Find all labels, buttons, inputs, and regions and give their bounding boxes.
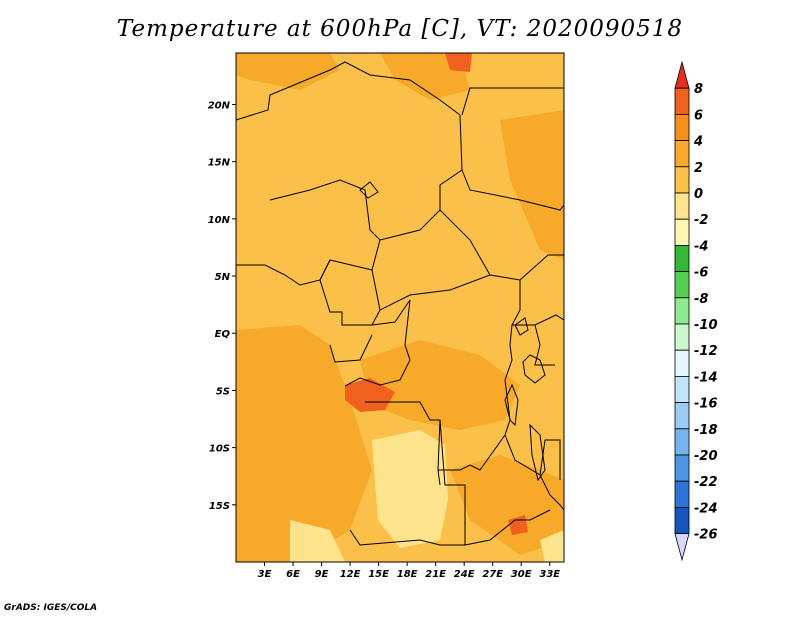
colorbar-label: -18: [694, 423, 718, 438]
colorbar-label: -8: [694, 292, 708, 307]
temperature-contour-hot-north: [445, 53, 472, 72]
temperature-contour-warm-southwest: [236, 325, 372, 562]
lon-tick-label: 9E: [315, 569, 329, 580]
colorbar-label: 6: [694, 108, 703, 123]
lakes: [359, 181, 546, 482]
colorbar-swatch: [674, 323, 690, 351]
colorbar-label: -24: [694, 501, 718, 516]
colorbar-label: -6: [694, 266, 708, 281]
colorbar-label: 2: [694, 161, 703, 176]
temperature-contour-cool-southwest: [290, 520, 345, 562]
temperature-contour-warm-north: [236, 53, 340, 90]
colorbar-swatch: [674, 271, 690, 299]
colorbar-swatch: [674, 87, 690, 115]
temperature-contour-warm-east: [500, 110, 564, 260]
lon-tick-label: 6E: [286, 569, 300, 580]
colorbar-swatch: [674, 218, 690, 246]
chart-title: Temperature at 600hPa [C], VT: 202009051…: [116, 16, 684, 42]
lat-tick-label: 10S: [209, 444, 230, 455]
lat-tick-label: EQ: [215, 329, 231, 340]
map-area[interactable]: [236, 53, 564, 562]
colorbar-swatch: [674, 297, 690, 325]
colorbar-swatch: [674, 428, 690, 456]
temperature-contour-warm-central: [360, 340, 520, 430]
colorbar-label: -2: [694, 213, 708, 228]
colorbar-swatch: [674, 114, 690, 142]
lat-tick-label: 5N: [215, 272, 231, 283]
colorbar-label: -12: [694, 344, 718, 359]
lon-tick-label: 21E: [425, 569, 446, 580]
grads-credit: GrADS: IGES/COLA: [4, 603, 98, 613]
colorbar-swatch: [674, 244, 690, 272]
colorbar-label: -4: [694, 239, 708, 254]
lon-tick-label: 30E: [511, 569, 532, 580]
lat-tick-label: 15S: [209, 501, 230, 512]
colorbar-swatch: [674, 140, 690, 168]
lon-tick-label: 27E: [482, 569, 503, 580]
temperature-contour-warm-northeast: [380, 53, 470, 100]
lon-tick-label: 3E: [258, 569, 272, 580]
colorbar-legend: 8 6 4 2 0 -2 -4 -6 -8 -10 -12 -14 -16 -18 -20 -22 -24 -26: [674, 60, 718, 562]
temperature-contour-hot-coast: [345, 378, 395, 412]
lon-tick-label: 18E: [397, 569, 418, 580]
temperature-contour-cool-south: [372, 430, 448, 548]
colorbar-label: -20: [694, 449, 718, 464]
colorbar-label: -16: [694, 397, 718, 412]
colorbar-swatch: [674, 192, 690, 220]
colorbar-swatch: [674, 402, 690, 430]
lon-tick-label: 12E: [340, 569, 361, 580]
colorbar-swatch: [674, 349, 690, 377]
colorbar-label: -10: [694, 318, 718, 333]
lon-tick-label: 24E: [454, 569, 475, 580]
temperature-contour-warm-southeast: [450, 455, 564, 555]
colorbar-label: 8: [694, 82, 703, 97]
latitude-axis: 20N 15N 10N 5N EQ 5S 10S 15S: [208, 100, 236, 512]
colorbar-bottom-arrow: [674, 533, 690, 562]
temperature-contour-cool-east: [540, 530, 564, 562]
longitude-axis: 3E 6E 9E 12E 15E 18E 21E 24E 27E 30E 33E: [258, 562, 560, 580]
lat-tick-label: 10N: [208, 215, 231, 226]
colorbar-label: -14: [694, 370, 718, 385]
colorbar-swatch: [674, 506, 690, 534]
colorbar-swatch: [674, 166, 690, 194]
map-frame: [235, 52, 565, 563]
lon-tick-label: 15E: [368, 569, 389, 580]
colorbar-label: 4: [693, 135, 703, 150]
colorbar-swatch: [674, 454, 690, 482]
colorbar-label: -26: [694, 528, 718, 543]
lon-tick-label: 33E: [539, 569, 560, 580]
colorbar-swatch: [674, 480, 690, 508]
colorbar-top-arrow: [674, 60, 690, 89]
colorbar-label: 0: [694, 187, 703, 202]
lat-tick-label: 20N: [208, 100, 231, 111]
colorbar-label: -22: [694, 475, 718, 490]
lat-tick-label: 5S: [216, 386, 230, 397]
lat-tick-label: 15N: [208, 158, 231, 169]
country-borders: [236, 61, 564, 546]
colorbar-swatch: [674, 375, 690, 403]
